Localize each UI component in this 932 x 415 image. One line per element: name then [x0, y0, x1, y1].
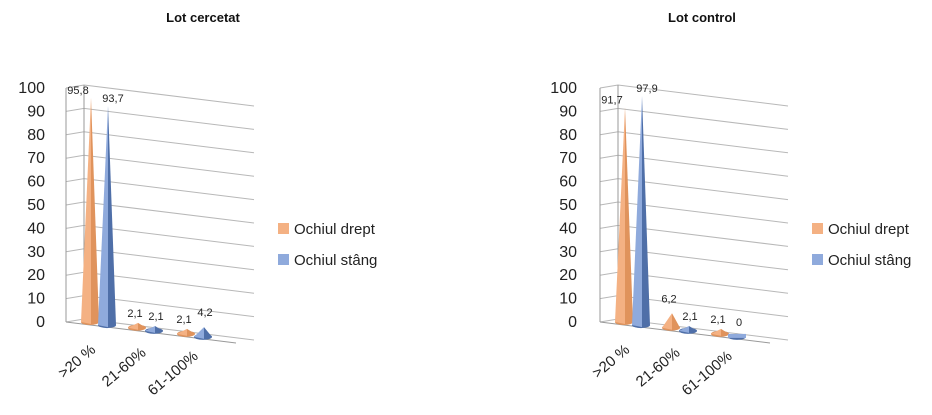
cone-mark-shade: [187, 328, 195, 336]
y-tick-label: 20: [27, 267, 45, 284]
data-label: 95,8: [67, 85, 88, 97]
chart-title: Lot cercetat: [166, 10, 240, 25]
gridline: [65, 84, 255, 107]
gridline: [599, 107, 789, 130]
y-tick-label: 90: [559, 103, 577, 120]
gridline: [599, 84, 789, 107]
chart-lot-cercetat-svg: Lot cercetat 0 10 20 30 40 50 60 70 80 90 100 95,8 93…: [18, 10, 377, 400]
cone-mark: [711, 328, 721, 336]
data-label: 2,1: [148, 311, 163, 323]
cone-mark-shade: [721, 328, 729, 336]
category-label: 61-100%: [679, 348, 736, 400]
cone-mark: [728, 333, 746, 338]
data-label: 4,2: [197, 307, 212, 319]
chart-lot-control-svg: Lot control 0 10 20 30 40 50 60 70 80 90 100 91,7 97,…: [550, 10, 911, 400]
legend-entry: Ochiul drept: [828, 221, 910, 238]
y-tick-label: 50: [559, 197, 577, 214]
y-tick-label: 10: [27, 291, 45, 308]
legend-swatch: [812, 254, 823, 265]
gridline: [599, 131, 789, 154]
cone-mark: [615, 107, 625, 324]
y-tick-label: 80: [559, 127, 577, 144]
y-tick-label: 30: [27, 244, 45, 261]
y-tick-label: 40: [27, 220, 45, 237]
cone-mark: [194, 327, 204, 339]
y-tick-label: 30: [559, 244, 577, 261]
y-tick-label: 60: [27, 174, 45, 191]
cone-mark: [632, 95, 642, 328]
data-label: 2,1: [176, 314, 191, 326]
chart-lot-control: Lot control 0 10 20 30 40 50 60 70 80 90 100 91,7 97,…: [466, 0, 932, 415]
gridline: [65, 154, 255, 177]
legend-swatch: [278, 223, 289, 234]
cone-mark-shade: [155, 325, 163, 333]
cone-mark-shade: [108, 105, 116, 328]
chart-title: Lot control: [668, 10, 736, 25]
cone-mark: [145, 325, 155, 333]
category-label: 61-100%: [145, 348, 202, 400]
cone-mark-shade: [672, 313, 680, 330]
y-tick-label: 90: [27, 103, 45, 120]
data-label: 2,1: [127, 308, 142, 320]
category-label: 21-60%: [633, 344, 684, 390]
gridline: [599, 154, 789, 177]
cone-mark: [81, 97, 91, 324]
data-label: 2,1: [710, 314, 725, 326]
legend-entry: Ochiul stâng: [294, 252, 377, 269]
category-label: >20 %: [55, 341, 99, 382]
cone-mark-shade: [642, 95, 650, 328]
y-tick-label: 70: [27, 150, 45, 167]
data-label: 6,2: [661, 293, 676, 305]
cone-mark: [98, 105, 108, 328]
data-label: 97,9: [636, 83, 657, 95]
cone-mark: [128, 322, 138, 330]
y-tick-label: 100: [550, 80, 577, 97]
data-label: 0: [736, 317, 742, 329]
gridline: [65, 107, 255, 130]
y-tick-label: 40: [559, 220, 577, 237]
legend-entry: Ochiul drept: [294, 221, 376, 238]
y-tick-label: 20: [559, 267, 577, 284]
category-label: 21-60%: [99, 344, 150, 390]
cone-mark-shade: [689, 325, 697, 333]
legend-entry: Ochiul stâng: [828, 252, 911, 269]
y-tick-label: 100: [18, 80, 45, 97]
cone-mark: [177, 328, 187, 336]
cone-mark-shade: [625, 107, 633, 324]
y-tick-label: 70: [559, 150, 577, 167]
legend-swatch: [812, 223, 823, 234]
y-tick-label: 60: [559, 174, 577, 191]
y-tick-label: 0: [36, 314, 45, 331]
y-tick-label: 80: [27, 127, 45, 144]
cone-mark: [679, 325, 689, 333]
cone-mark: [662, 313, 672, 330]
data-label: 2,1: [682, 311, 697, 323]
y-tick-label: 10: [559, 291, 577, 308]
category-label: >20 %: [589, 341, 633, 382]
gridline: [65, 131, 255, 154]
y-tick-label: 50: [27, 197, 45, 214]
y-tick-label: 0: [568, 314, 577, 331]
cone-mark-shade: [138, 322, 146, 330]
chart-lot-cercetat: Lot cercetat 0 10 20 30 40 50 60 70 80 90 100 95,8 93…: [18, 10, 377, 400]
data-label: 93,7: [102, 93, 123, 105]
cone-mark-shade: [91, 97, 99, 324]
cone-mark-shade: [204, 327, 212, 339]
legend-swatch: [278, 254, 289, 265]
data-label: 91,7: [601, 94, 622, 106]
